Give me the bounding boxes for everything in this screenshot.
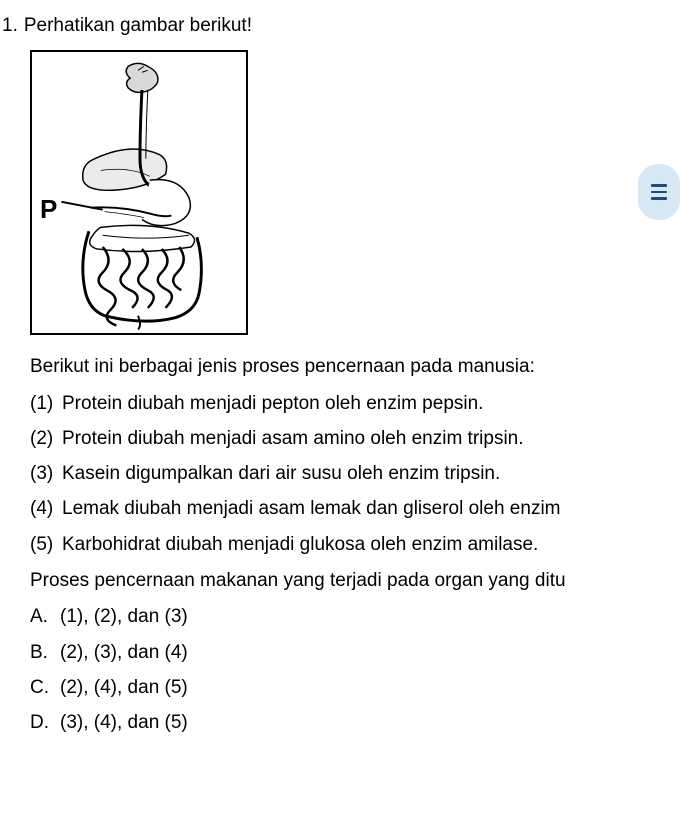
option-c[interactable]: C. (2), (4), dan (5) [30, 672, 692, 704]
option-letter: B. [30, 637, 60, 669]
question-number: 1. [2, 10, 24, 42]
digestive-system-svg [32, 52, 246, 333]
statement-text: Lemak diubah menjadi asam lemak dan glis… [62, 493, 561, 525]
statement-num: (1) [30, 388, 62, 420]
option-text: (2), (3), dan (4) [60, 637, 188, 669]
statement-text: Protein diubah menjadi pepton oleh enzim… [62, 388, 483, 420]
statement-num: (4) [30, 493, 62, 525]
digestive-system-figure: P [30, 50, 248, 335]
option-text: (3), (4), dan (5) [60, 707, 188, 739]
option-letter: A. [30, 601, 60, 633]
option-text: (1), (2), dan (3) [60, 601, 188, 633]
statement-1: (1) Protein diubah menjadi pepton oleh e… [30, 388, 692, 420]
statement-num: (5) [30, 529, 62, 561]
option-letter: C. [30, 672, 60, 704]
statement-num: (2) [30, 423, 62, 455]
menu-icon [651, 184, 667, 187]
question-prompt: Perhatikan gambar berikut! [24, 10, 252, 42]
option-text: (2), (4), dan (5) [60, 672, 188, 704]
statement-text: Kasein digumpalkan dari air susu oleh en… [62, 458, 500, 490]
statement-3: (3) Kasein digumpalkan dari air susu ole… [30, 458, 692, 490]
statement-num: (3) [30, 458, 62, 490]
statement-text: Protein diubah menjadi asam amino oleh e… [62, 423, 524, 455]
question-ask: Proses pencernaan makanan yang terjadi p… [30, 565, 692, 597]
statements-intro: Berikut ini berbagai jenis proses pencer… [30, 351, 692, 383]
statement-5: (5) Karbohidrat diubah menjadi glukosa o… [30, 529, 692, 561]
menu-icon [651, 197, 667, 200]
menu-icon [651, 191, 667, 194]
option-b[interactable]: B. (2), (3), dan (4) [30, 637, 692, 669]
menu-button[interactable] [638, 164, 680, 220]
statement-4: (4) Lemak diubah menjadi asam lemak dan … [30, 493, 692, 525]
figure-label-p: P [40, 187, 57, 231]
option-a[interactable]: A. (1), (2), dan (3) [30, 601, 692, 633]
statement-text: Karbohidrat diubah menjadi glukosa oleh … [62, 529, 538, 561]
option-letter: D. [30, 707, 60, 739]
option-d[interactable]: D. (3), (4), dan (5) [30, 707, 692, 739]
statement-2: (2) Protein diubah menjadi asam amino ol… [30, 423, 692, 455]
